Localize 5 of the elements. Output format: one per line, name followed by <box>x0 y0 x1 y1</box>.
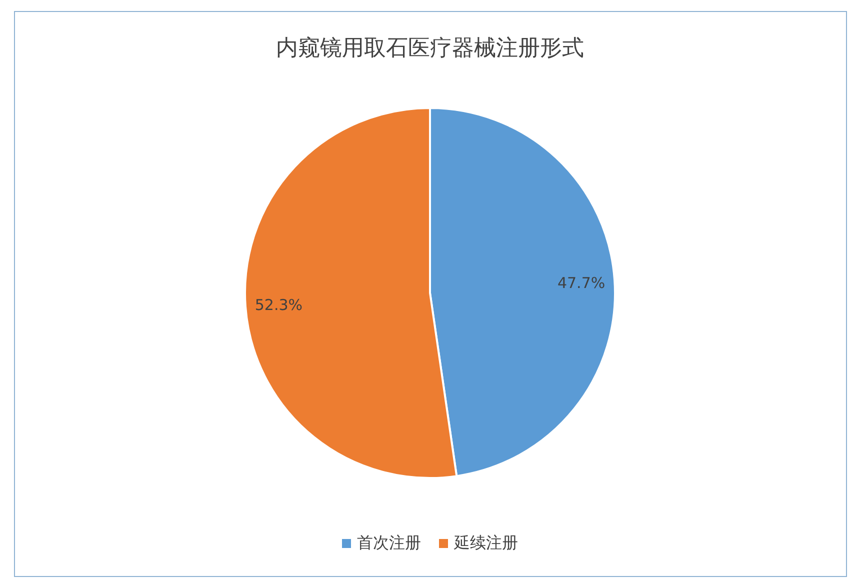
chart-title: 内窥镜用取石医疗器械注册形式 <box>276 36 584 61</box>
data-label: 52.3% <box>254 296 303 314</box>
legend-label: 延续注册 <box>453 533 518 552</box>
legend-label: 首次注册 <box>357 533 421 552</box>
data-label: 47.7% <box>557 274 606 292</box>
